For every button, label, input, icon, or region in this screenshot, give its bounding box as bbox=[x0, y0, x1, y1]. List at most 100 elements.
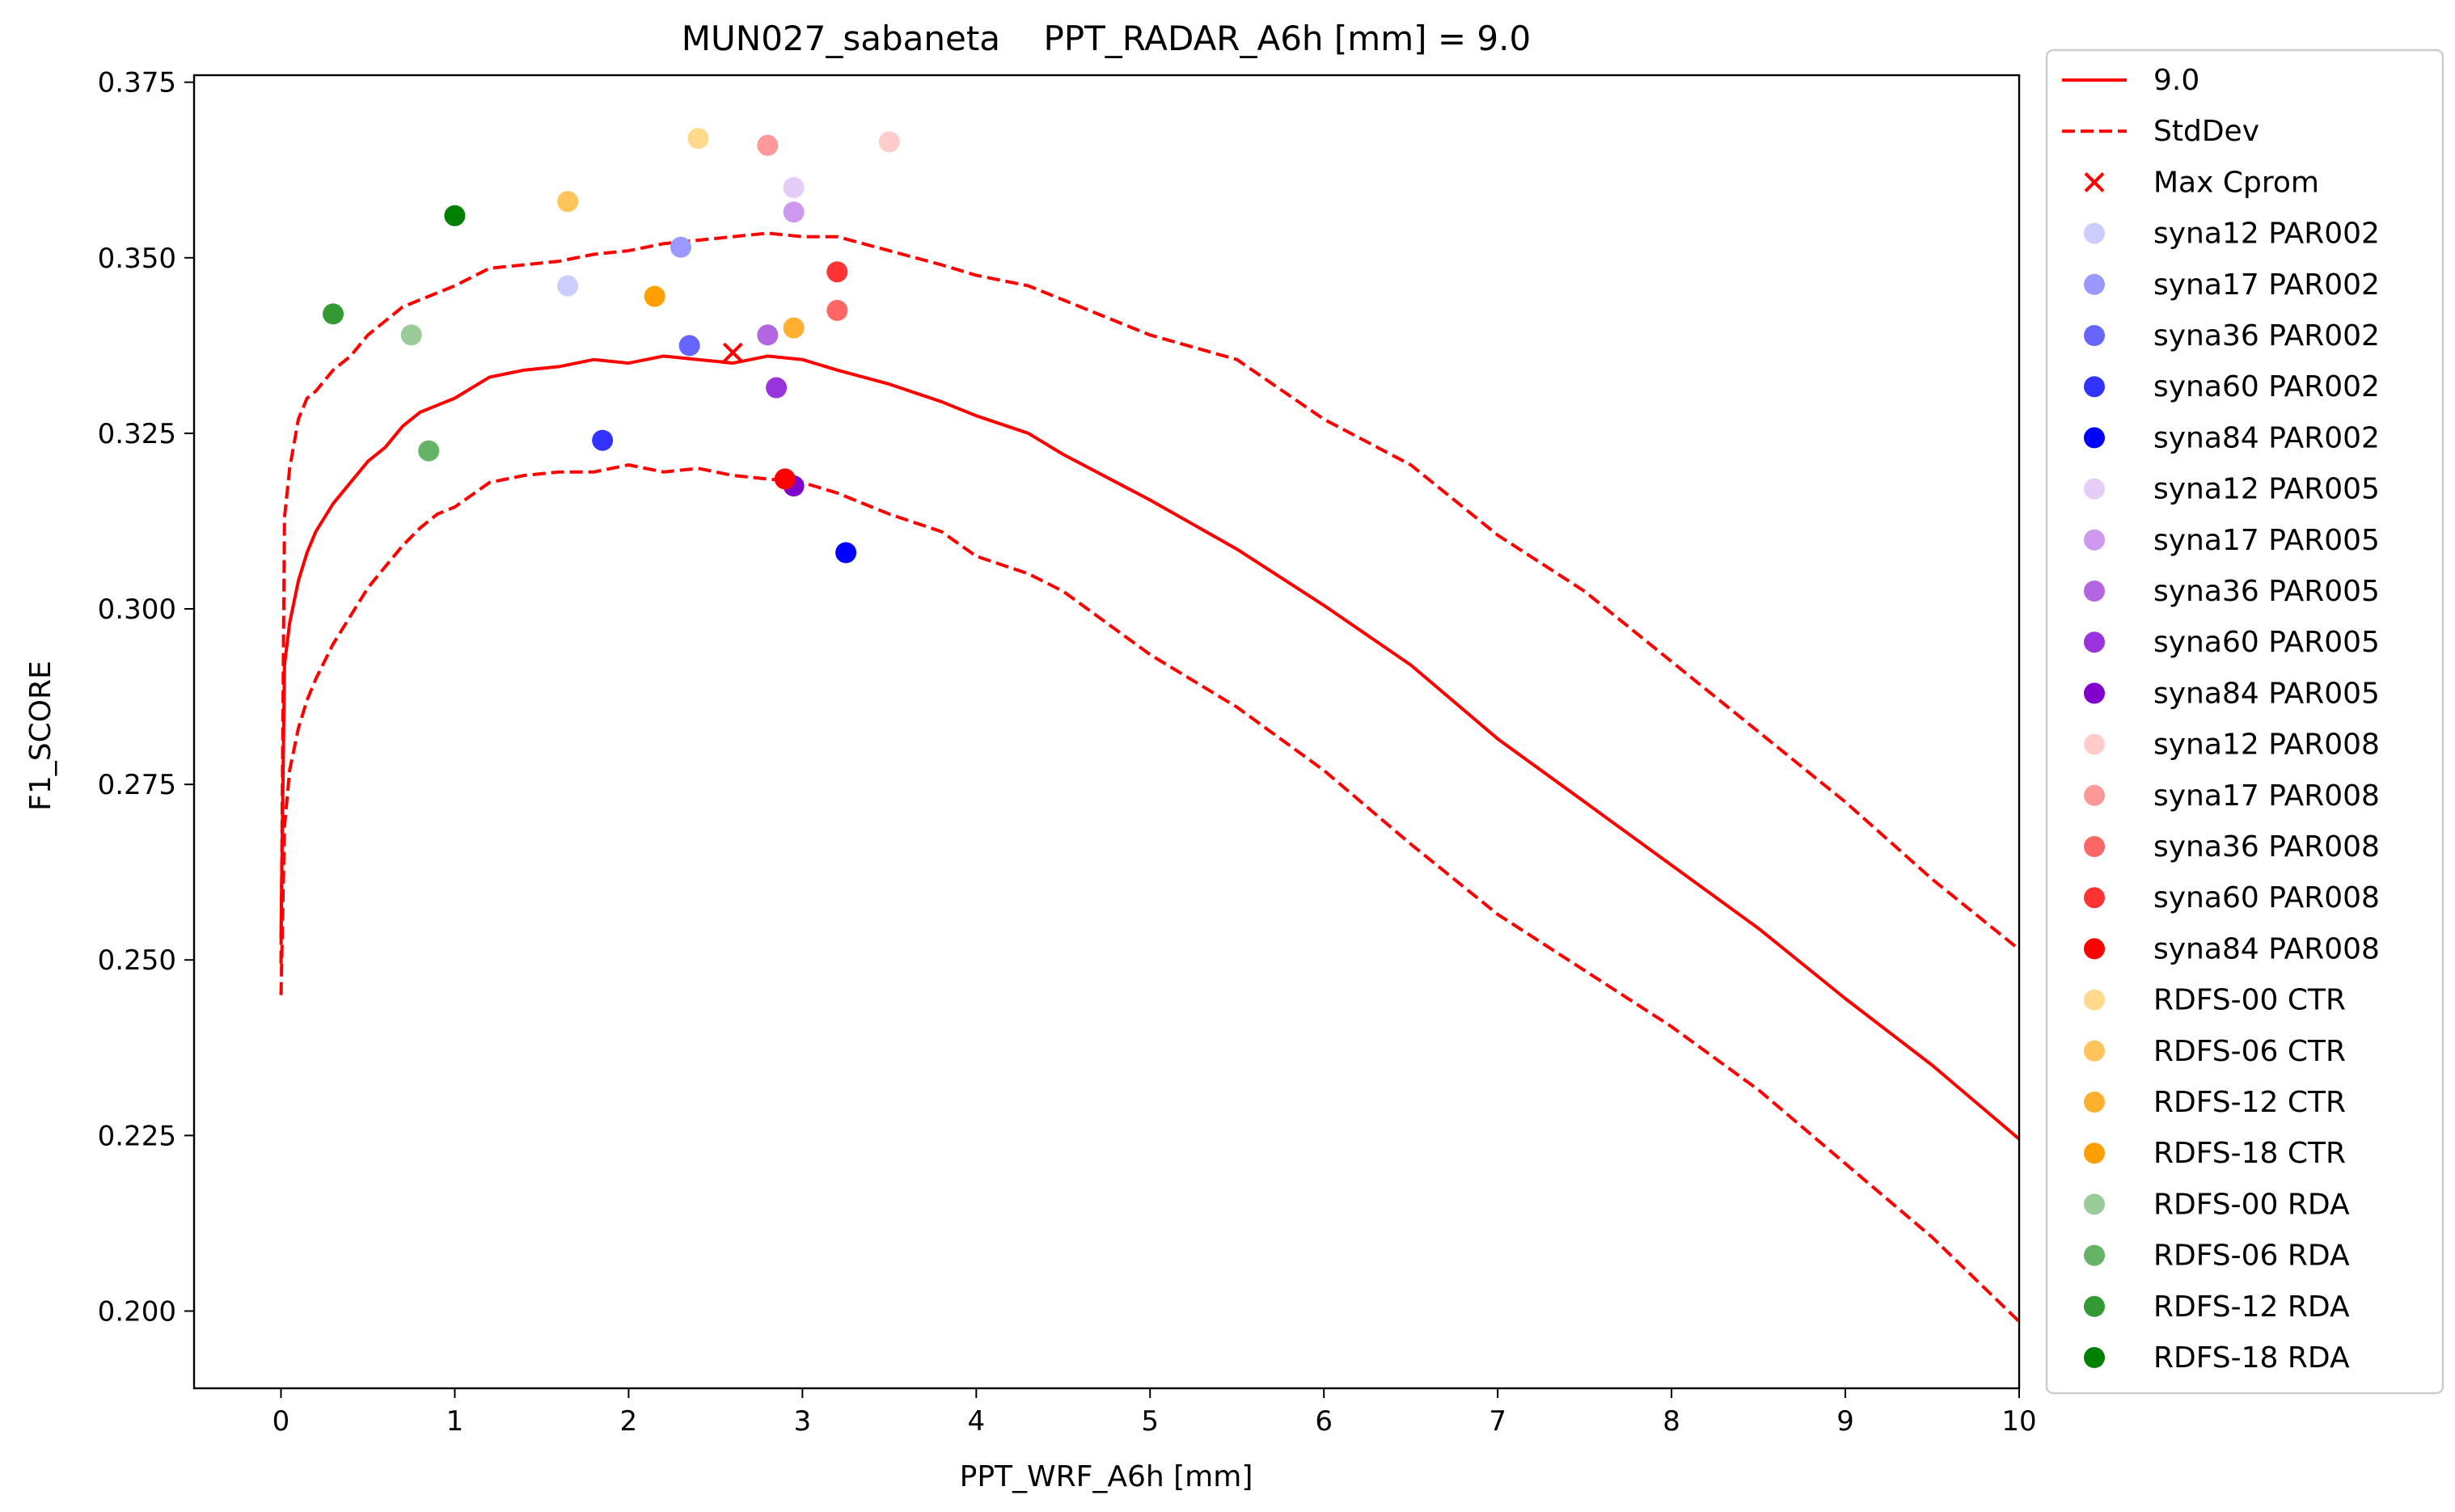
legend-dot-swatch bbox=[2084, 273, 2105, 295]
x-axis: 0 1 2 3 4 5 6 7 8 9 10 bbox=[273, 1388, 2037, 1438]
y-tick-label: 0.250 bbox=[98, 944, 176, 977]
legend-dot-swatch bbox=[2084, 1347, 2105, 1368]
legend-label: StdDev bbox=[2153, 115, 2259, 148]
x-tick-label: 8 bbox=[1663, 1405, 1680, 1438]
legend-entry: Max Cprom bbox=[2084, 166, 2319, 199]
y-tick-label: 0.225 bbox=[98, 1120, 176, 1152]
legend-entry: syna36 PAR002 bbox=[2084, 319, 2380, 353]
data-points bbox=[323, 128, 900, 564]
legend-label: RDFS-12 CTR bbox=[2153, 1086, 2346, 1119]
legend-label: RDFS-18 CTR bbox=[2153, 1137, 2346, 1170]
legend-dot-swatch bbox=[2084, 376, 2105, 398]
legend-entry: syna12 PAR008 bbox=[2084, 729, 2380, 762]
legend-entry: syna17 PAR002 bbox=[2084, 268, 2380, 302]
mean-line bbox=[279, 354, 2021, 1141]
legend-entry: RDFS-06 RDA bbox=[2084, 1240, 2350, 1273]
data-lines bbox=[279, 231, 2021, 1323]
x-tick-label: 4 bbox=[967, 1405, 985, 1438]
legend-frame bbox=[2045, 49, 2444, 1395]
legend-entry: RDFS-12 RDA bbox=[2084, 1290, 2350, 1324]
point-syna84-par002 bbox=[835, 542, 857, 564]
legend-dot-swatch bbox=[2084, 1295, 2105, 1317]
point-syna60-par005 bbox=[766, 377, 788, 399]
x-tick-label: 7 bbox=[1489, 1405, 1506, 1438]
point-syna60-par008 bbox=[826, 261, 848, 283]
legend-entry: syna60 PAR002 bbox=[2084, 370, 2380, 403]
legend-label: syna60 PAR002 bbox=[2153, 370, 2380, 403]
point-syna12-par008 bbox=[878, 131, 900, 153]
point-syna36-par002 bbox=[678, 335, 700, 357]
legend-label: syna17 PAR008 bbox=[2153, 779, 2380, 813]
legend-label: RDFS-12 RDA bbox=[2153, 1290, 2350, 1324]
y-tick-label: 0.200 bbox=[98, 1295, 176, 1328]
legend-label: RDFS-18 RDA bbox=[2153, 1341, 2350, 1375]
point-rdfs-18-rda bbox=[444, 205, 466, 226]
x-tick-label: 0 bbox=[273, 1405, 290, 1438]
point-syna60-par002 bbox=[592, 429, 614, 451]
legend-entry: StdDev bbox=[2062, 115, 2259, 148]
x-tick-label: 1 bbox=[446, 1405, 464, 1438]
legend-label: syna12 PAR002 bbox=[2153, 218, 2380, 251]
legend-dot-swatch bbox=[2084, 325, 2105, 346]
legend-label: syna36 PAR002 bbox=[2153, 319, 2380, 353]
legend-label: 9.0 bbox=[2153, 64, 2199, 97]
point-syna36-par008 bbox=[826, 299, 848, 321]
point-rdfs-06-ctr bbox=[557, 191, 579, 213]
legend-entry: syna36 PAR005 bbox=[2084, 575, 2380, 608]
legend-label: syna84 PAR002 bbox=[2153, 421, 2380, 454]
point-rdfs-06-rda bbox=[418, 440, 440, 462]
legend-label: RDFS-06 CTR bbox=[2153, 1035, 2346, 1068]
legend-dot-swatch bbox=[2084, 989, 2105, 1011]
y-tick-label: 0.375 bbox=[98, 67, 176, 99]
legend-dot-swatch bbox=[2084, 938, 2105, 960]
legend-dot-swatch bbox=[2084, 631, 2105, 653]
legend-dot-swatch bbox=[2084, 1244, 2105, 1266]
legend-label: RDFS-06 RDA bbox=[2153, 1240, 2350, 1273]
y-tick-label: 0.300 bbox=[98, 593, 176, 626]
x-tick-label: 5 bbox=[1141, 1405, 1159, 1438]
chart-title: MUN027_sabaneta PPT_RADAR_A6h [mm] = 9.0 bbox=[682, 19, 1531, 58]
legend-entry: RDFS-12 CTR bbox=[2084, 1086, 2346, 1119]
legend-entry: syna60 PAR008 bbox=[2084, 881, 2380, 914]
point-rdfs-00-rda bbox=[400, 324, 422, 346]
legend: 9.0 StdDev Max Cprom syna12 PAR002 syna17 PA… bbox=[2045, 49, 2444, 1395]
legend-entry: syna84 PAR005 bbox=[2084, 677, 2380, 710]
point-syna12-par005 bbox=[783, 177, 805, 198]
legend-label: syna84 PAR008 bbox=[2153, 932, 2380, 965]
point-syna36-par005 bbox=[757, 324, 779, 346]
legend-dot-swatch bbox=[2084, 1142, 2105, 1164]
point-syna12-par002 bbox=[557, 275, 579, 297]
stddev-line-1 bbox=[279, 231, 2021, 964]
point-syna17-par002 bbox=[670, 236, 691, 258]
y-axis: 0.200 0.225 0.250 0.275 0.300 0.325 0.350 0.375 bbox=[98, 67, 194, 1328]
legend-entry: syna12 PAR002 bbox=[2084, 218, 2380, 251]
x-axis-label: PPT_WRF_A6h [mm] bbox=[960, 1460, 1253, 1493]
point-syna17-par005 bbox=[783, 201, 805, 223]
legend-dot-swatch bbox=[2084, 784, 2105, 806]
plot-area bbox=[192, 74, 2021, 1390]
legend-dot-swatch bbox=[2084, 1193, 2105, 1215]
legend-entry: syna84 PAR002 bbox=[2084, 421, 2380, 454]
x-tick-label: 6 bbox=[1315, 1405, 1333, 1438]
legend-entry: syna36 PAR008 bbox=[2084, 830, 2380, 864]
point-syna84-par008 bbox=[774, 468, 796, 490]
legend-label: syna84 PAR005 bbox=[2153, 677, 2380, 710]
legend-entry: syna84 PAR008 bbox=[2084, 932, 2380, 965]
point-rdfs-12-rda bbox=[323, 303, 344, 325]
legend-entry: RDFS-06 CTR bbox=[2084, 1035, 2346, 1068]
legend-dot-swatch bbox=[2084, 581, 2105, 602]
x-tick-label: 3 bbox=[794, 1405, 812, 1438]
legend-entry: RDFS-18 RDA bbox=[2084, 1341, 2350, 1375]
legend-dot-swatch bbox=[2084, 1040, 2105, 1062]
max-cprom-x-mark bbox=[722, 342, 743, 363]
x-tick-label: 9 bbox=[1836, 1405, 1854, 1438]
point-syna17-par008 bbox=[757, 134, 779, 156]
legend-dot-swatch bbox=[2084, 222, 2105, 244]
legend-dot-swatch bbox=[2084, 478, 2105, 500]
legend-label: syna17 PAR002 bbox=[2153, 268, 2380, 302]
legend-entry: syna60 PAR005 bbox=[2084, 626, 2380, 659]
legend-x-swatch bbox=[2084, 171, 2105, 192]
point-rdfs-12-ctr bbox=[783, 317, 805, 339]
x-tick-label: 10 bbox=[2001, 1405, 2036, 1438]
